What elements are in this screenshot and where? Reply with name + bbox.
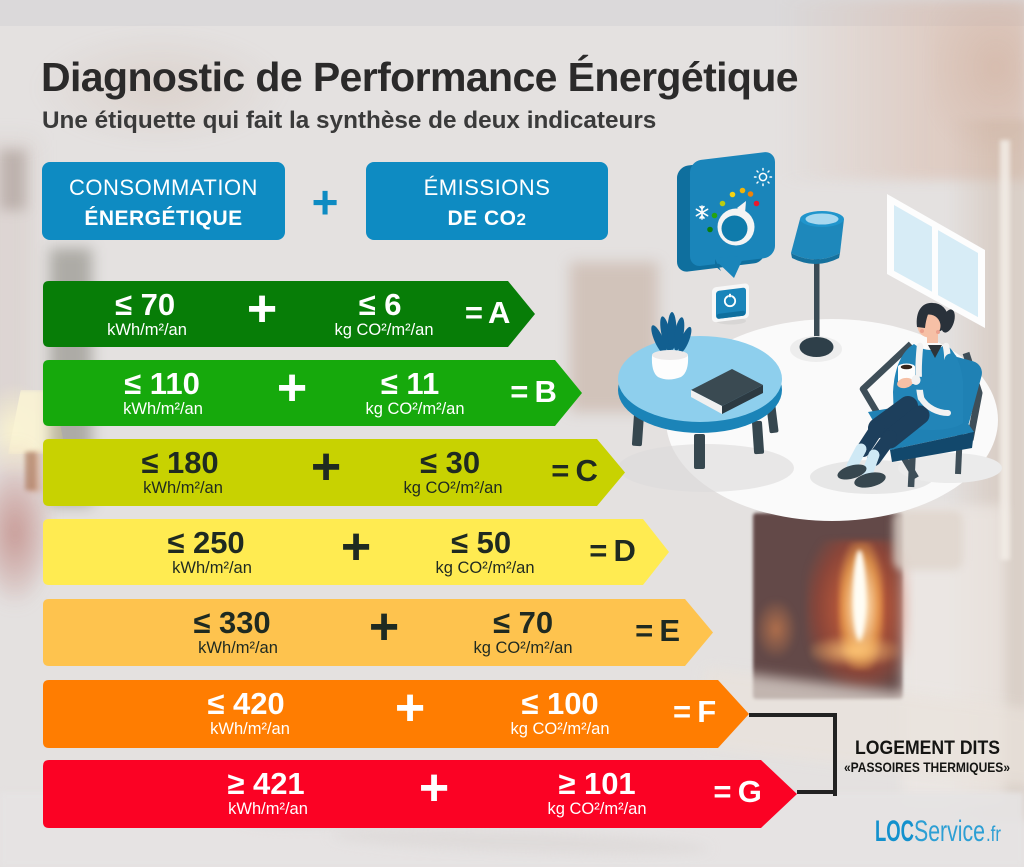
- svg-text:LOGEMENT DITS: LOGEMENT DITS: [855, 738, 1000, 759]
- svg-text:.fr: .fr: [986, 823, 1001, 846]
- svg-text:Service: Service: [914, 815, 985, 848]
- svg-text:«PASSOIRES THERMIQUES»: «PASSOIRES THERMIQUES»: [844, 759, 1010, 775]
- svg-text:LOC: LOC: [875, 815, 914, 848]
